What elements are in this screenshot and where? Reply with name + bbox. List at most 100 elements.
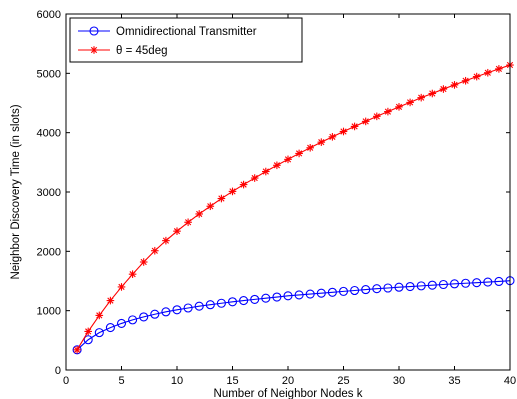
data-point [484,68,492,77]
data-point [184,218,192,227]
asterisk-stroke [73,346,81,353]
data-point [73,346,81,354]
asterisk-stroke [318,139,325,146]
data-point [262,167,270,176]
data-point [217,194,226,203]
data-point [361,285,371,295]
asterisk-stroke [329,133,336,140]
data-point [438,279,448,290]
asterisk-stroke [90,46,98,54]
legend-label: Omnidirectional Transmitter [116,26,257,38]
data-point [317,138,326,146]
asterisk-stroke [85,328,92,335]
asterisk-stroke [96,312,103,319]
data-point [89,26,99,36]
asterisk-stroke [129,271,136,278]
data-point [472,72,481,81]
series-0 [72,276,515,355]
asterisk-stroke [218,195,225,202]
x-tick-label: 40 [504,375,516,387]
asterisk-stroke [151,247,158,254]
data-point [183,303,193,313]
x-tick-label: 0 [63,375,69,387]
data-point [261,293,271,303]
legend-items: Omnidirectional Transmitter θ = 45deg [78,26,257,57]
y-tick-label: 1000 [37,306,61,318]
asterisk-stroke [162,237,170,244]
x-tick-label: 25 [337,375,349,387]
series-layer [72,61,515,355]
data-point [239,296,249,306]
data-point [428,89,437,98]
data-point [406,98,414,107]
series-line [76,64,511,351]
data-point [139,312,149,322]
data-point [461,76,470,85]
x-tick-label: 15 [226,375,238,387]
asterisk-stroke [107,297,114,304]
x-axis-title: Number of Neighbor Nodes k [214,388,363,399]
y-tick-label: 0 [55,365,61,377]
x-tick-label: 20 [282,375,294,387]
data-point [472,278,482,288]
legend-entry: Omnidirectional Transmitter [78,26,257,38]
asterisk-stroke [440,85,447,93]
data-point [90,46,98,54]
asterisk-stroke [207,203,214,210]
y-tick-label: 4000 [37,128,61,140]
data-point [139,258,148,266]
asterisk-stroke [173,228,181,235]
asterisk-stroke [340,128,347,135]
data-point [284,155,292,164]
data-point [239,180,248,189]
asterisk-stroke [307,144,314,151]
data-point [72,345,82,355]
legend: Omnidirectional Transmitter θ = 45deg [69,17,303,63]
asterisk-stroke [240,181,247,188]
x-tick-label: 30 [393,375,405,387]
axis-ticks: 0 5 10 15 20 25 30 35 40 0 1000 2000 3000 4000 5000 600… [37,9,517,387]
y-tick-label: 6000 [37,9,61,21]
data-point [250,294,260,304]
data-point [405,281,415,292]
data-point [272,292,282,302]
data-point [450,81,459,89]
y-tick-label: 3000 [37,187,61,199]
legend-label: θ = 45deg [116,45,167,57]
data-point [84,327,92,336]
data-point [339,127,348,136]
data-point [105,323,115,333]
data-point [117,283,126,291]
data-point [195,210,203,218]
asterisk-stroke [429,90,436,97]
legend-entry: θ = 45deg [78,45,167,57]
asterisk-stroke [284,156,292,163]
asterisk-stroke [484,69,491,76]
asterisk-stroke [473,73,480,80]
data-point [227,297,238,307]
data-point [161,307,171,317]
data-point [194,301,204,311]
data-point [250,174,259,182]
asterisk-stroke [262,168,269,175]
data-point [162,236,170,245]
asterisk-stroke [495,65,503,73]
data-point [449,279,460,289]
y-tick-label: 2000 [37,246,61,258]
asterisk-stroke [184,219,192,226]
data-point [384,107,392,116]
y-axis-title: Neighbor Discovery Time (in slots) [10,104,22,279]
series-1 [73,61,514,354]
asterisk-stroke [196,210,203,218]
data-point [416,281,426,291]
data-point [283,291,293,301]
asterisk-stroke [395,103,403,110]
asterisk-stroke [451,81,458,89]
series-line [76,280,511,351]
data-point [173,227,181,235]
data-point [383,283,393,293]
x-tick-label: 5 [118,375,124,387]
data-point [306,143,314,152]
data-point [427,280,437,290]
data-point [128,315,138,325]
